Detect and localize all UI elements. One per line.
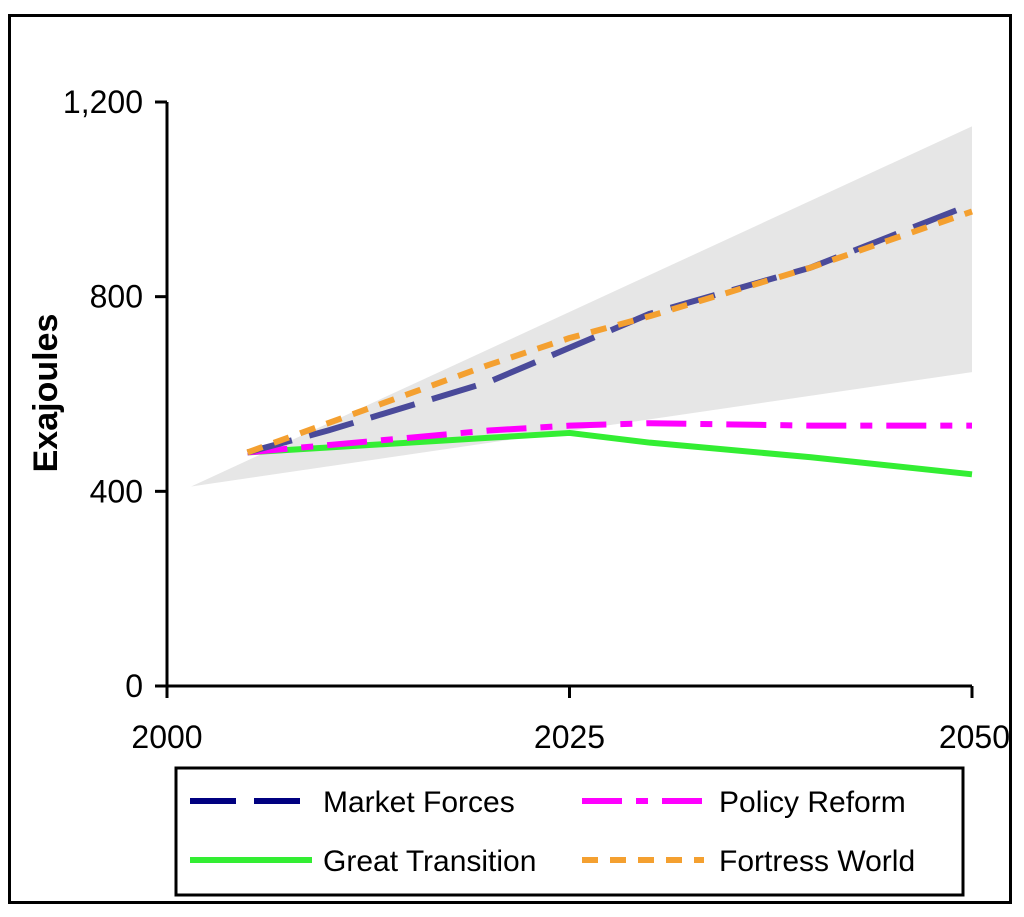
- legend-box: [174, 766, 965, 897]
- y-tick-label: 0: [125, 668, 143, 704]
- legend-label-great-transition: Great Transition: [323, 845, 536, 878]
- tick-labels: 0 400 800 1,200 2000 2025 2050: [63, 84, 1010, 755]
- series-layer: [246, 201, 974, 478]
- x-tick-label: 2000: [131, 719, 202, 755]
- y-axis-title: Exajoules: [27, 314, 65, 473]
- y-tick-label: 400: [90, 473, 143, 509]
- y-tick-label: 1,200: [63, 84, 143, 120]
- x-tick-label: 2025: [534, 719, 605, 755]
- chart-frame: [8, 14, 1012, 904]
- series-line-fortress-world: [246, 208, 973, 456]
- legend-label-fortress-world: Fortress World: [719, 845, 915, 878]
- range-band: [191, 126, 972, 487]
- range-band-layer: [191, 126, 972, 487]
- legend-label-market-forces: Market Forces: [323, 786, 515, 819]
- x-tick-label: 2050: [939, 719, 1010, 755]
- y-tick-label: 800: [90, 279, 143, 315]
- legend-label-policy-reform: Policy Reform: [719, 786, 906, 819]
- axes: [155, 100, 974, 698]
- series-line-policy-reform: [247, 420, 972, 456]
- legend: Market Forces Policy Reform Great Transiti…: [174, 766, 965, 897]
